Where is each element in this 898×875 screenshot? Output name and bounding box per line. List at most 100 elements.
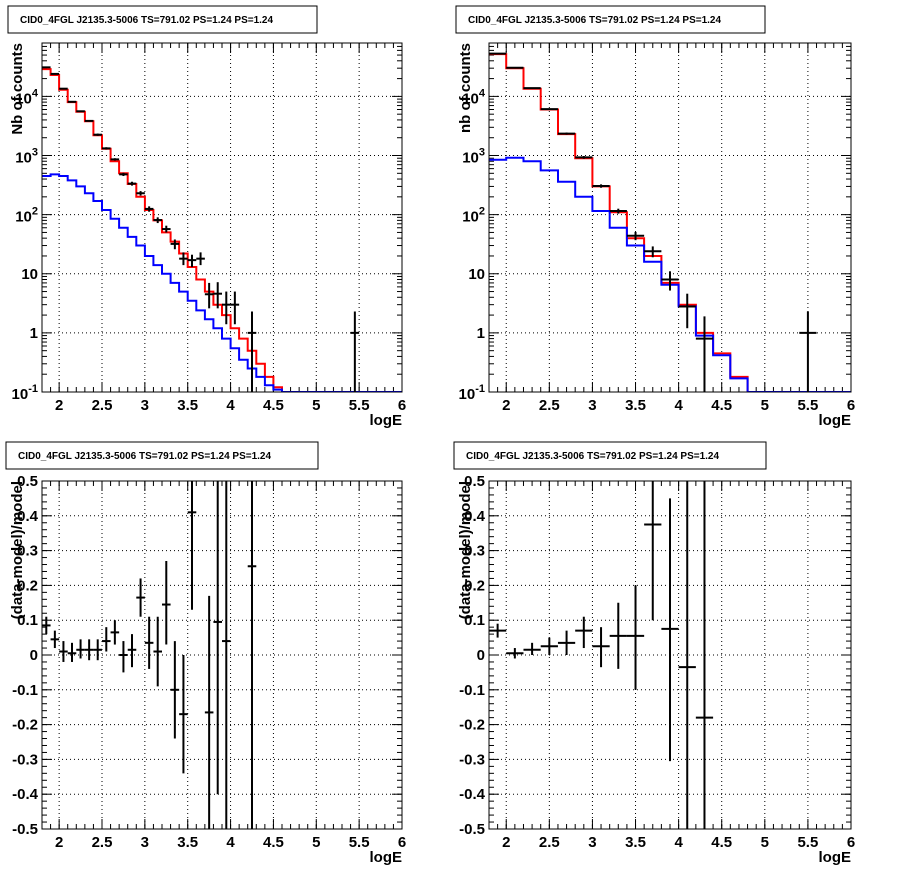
x-axis-label: logE xyxy=(819,412,852,429)
series-step-line-1 xyxy=(489,156,851,392)
y-tick-label: 0.2 xyxy=(17,577,38,594)
x-tick-label: 3.5 xyxy=(177,834,198,851)
y-tick-label: 104 xyxy=(462,87,486,107)
data-layer xyxy=(489,481,714,829)
x-tick-label: 3 xyxy=(141,397,149,414)
plot-frame xyxy=(488,480,852,830)
y-tick-label: 10 xyxy=(468,266,485,283)
x-tick-label: 4.5 xyxy=(263,834,284,851)
series-step-line-1 xyxy=(42,173,402,392)
y-tick-label: -0.1 xyxy=(12,682,38,699)
y-tick-label: 0.5 xyxy=(17,473,38,490)
y-tick-label: 103 xyxy=(462,147,485,167)
x-tick-label: 5 xyxy=(761,834,769,851)
y-tick-label: 10-1 xyxy=(12,383,38,403)
y-tick-label: 0.2 xyxy=(464,577,485,594)
x-tick-label: 2.5 xyxy=(539,397,560,414)
title-box xyxy=(7,5,318,34)
y-axis-label: (data-model)/model xyxy=(457,481,474,619)
y-tick-label: -0.2 xyxy=(459,717,485,734)
y-tick-label: 0.3 xyxy=(17,543,38,560)
x-tick-label: 5.5 xyxy=(797,397,818,414)
x-axis-label: logE xyxy=(370,849,403,866)
y-tick-label: 103 xyxy=(15,147,38,167)
x-tick-label: 5 xyxy=(312,834,320,851)
x-tick-label: 4.5 xyxy=(711,834,732,851)
x-tick-label: 3.5 xyxy=(177,397,198,414)
x-tick-label: 2 xyxy=(55,397,63,414)
plot-frame xyxy=(41,480,403,830)
chart-title: CID0_4FGL J2135.3-5006 TS=791.02 PS=1.24… xyxy=(466,451,719,462)
y-tick-label: 0.3 xyxy=(464,543,485,560)
y-tick-label: 0 xyxy=(30,647,38,664)
x-tick-label: 6 xyxy=(398,397,406,414)
y-tick-label: 0.4 xyxy=(17,508,39,525)
y-tick-label: -0.1 xyxy=(459,682,485,699)
x-tick-label: 2.5 xyxy=(539,834,560,851)
y-tick-label: 10-1 xyxy=(459,383,485,403)
y-tick-label: 1 xyxy=(30,325,38,342)
x-tick-label: 4.5 xyxy=(711,397,732,414)
x-tick-label: 3.5 xyxy=(625,397,646,414)
x-tick-label: 5.5 xyxy=(349,397,370,414)
x-tick-label: 4.5 xyxy=(263,397,284,414)
x-tick-label: 3 xyxy=(141,834,149,851)
y-tick-label: 0 xyxy=(477,647,485,664)
x-tick-label: 5 xyxy=(761,397,769,414)
data-layer xyxy=(42,481,257,829)
x-tick-label: 6 xyxy=(398,834,406,851)
y-tick-label: 0.1 xyxy=(17,612,38,629)
x-tick-label: 4 xyxy=(226,834,235,851)
y-tick-label: 102 xyxy=(15,206,38,226)
panel-bottom-right: CID0_4FGL J2135.3-5006 TS=791.02 PS=1.24… xyxy=(453,441,855,866)
title-box xyxy=(5,441,319,470)
x-tick-label: 5.5 xyxy=(349,834,370,851)
x-tick-label: 4 xyxy=(674,397,683,414)
x-axis-label: logE xyxy=(370,412,403,429)
y-tick-label: -0.4 xyxy=(459,786,486,803)
y-tick-label: -0.4 xyxy=(12,786,39,803)
plot-frame xyxy=(488,42,852,393)
panel-top-right: CID0_4FGL J2135.3-5006 TS=791.02 PS=1.24… xyxy=(455,5,855,429)
x-tick-label: 5 xyxy=(312,397,320,414)
plot-frame xyxy=(41,42,403,393)
x-tick-label: 2 xyxy=(55,834,63,851)
panel-bottom-left: CID0_4FGL J2135.3-5006 TS=791.02 PS=1.24… xyxy=(5,441,406,866)
y-tick-label: -0.3 xyxy=(459,751,485,768)
y-tick-label: -0.2 xyxy=(12,717,38,734)
title-box xyxy=(455,5,766,34)
x-tick-label: 4 xyxy=(674,834,683,851)
chart-title: CID0_4FGL J2135.3-5006 TS=791.02 PS=1.24… xyxy=(18,451,271,462)
data-layer xyxy=(489,52,851,392)
plot-area xyxy=(489,43,851,392)
x-tick-label: 3 xyxy=(588,397,596,414)
chart-title: CID0_4FGL J2135.3-5006 TS=791.02 PS=1.24… xyxy=(468,15,721,26)
x-tick-label: 2.5 xyxy=(92,834,113,851)
x-tick-label: 6 xyxy=(847,834,855,851)
y-tick-label: -0.3 xyxy=(12,751,38,768)
x-tick-label: 3 xyxy=(588,834,596,851)
y-tick-label: 0.5 xyxy=(464,473,485,490)
plot-area xyxy=(42,43,402,392)
data-layer xyxy=(42,66,402,392)
x-tick-label: 5.5 xyxy=(797,834,818,851)
x-tick-label: 6 xyxy=(847,397,855,414)
x-tick-label: 2 xyxy=(502,834,510,851)
y-axis-label: nb of counts xyxy=(457,43,474,133)
y-tick-label: -0.5 xyxy=(459,821,485,838)
y-tick-label: 10 xyxy=(21,266,38,283)
y-axis-label: (data-model)/model xyxy=(9,481,26,619)
y-tick-label: 104 xyxy=(15,87,39,107)
chart-title: CID0_4FGL J2135.3-5006 TS=791.02 PS=1.24… xyxy=(20,15,273,26)
y-tick-label: 0.4 xyxy=(464,508,486,525)
x-axis-label: logE xyxy=(819,849,852,866)
x-tick-label: 2.5 xyxy=(92,397,113,414)
panel-top-left: CID0_4FGL J2135.3-5006 TS=791.02 PS=1.24… xyxy=(7,5,406,429)
x-tick-label: 4 xyxy=(226,397,235,414)
y-tick-label: 102 xyxy=(462,206,485,226)
y-tick-label: 0.1 xyxy=(464,612,485,629)
y-tick-label: -0.5 xyxy=(12,821,38,838)
y-tick-label: 1 xyxy=(477,325,485,342)
title-box xyxy=(453,441,767,470)
